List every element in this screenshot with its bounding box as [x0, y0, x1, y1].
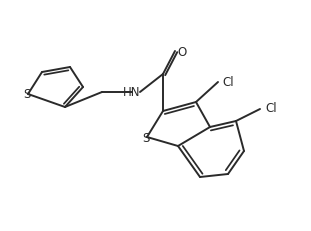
Text: O: O — [177, 46, 187, 59]
Text: S: S — [142, 132, 150, 145]
Text: Cl: Cl — [265, 102, 277, 115]
Text: HN: HN — [123, 86, 141, 99]
Text: Cl: Cl — [222, 75, 234, 88]
Text: S: S — [23, 88, 31, 101]
